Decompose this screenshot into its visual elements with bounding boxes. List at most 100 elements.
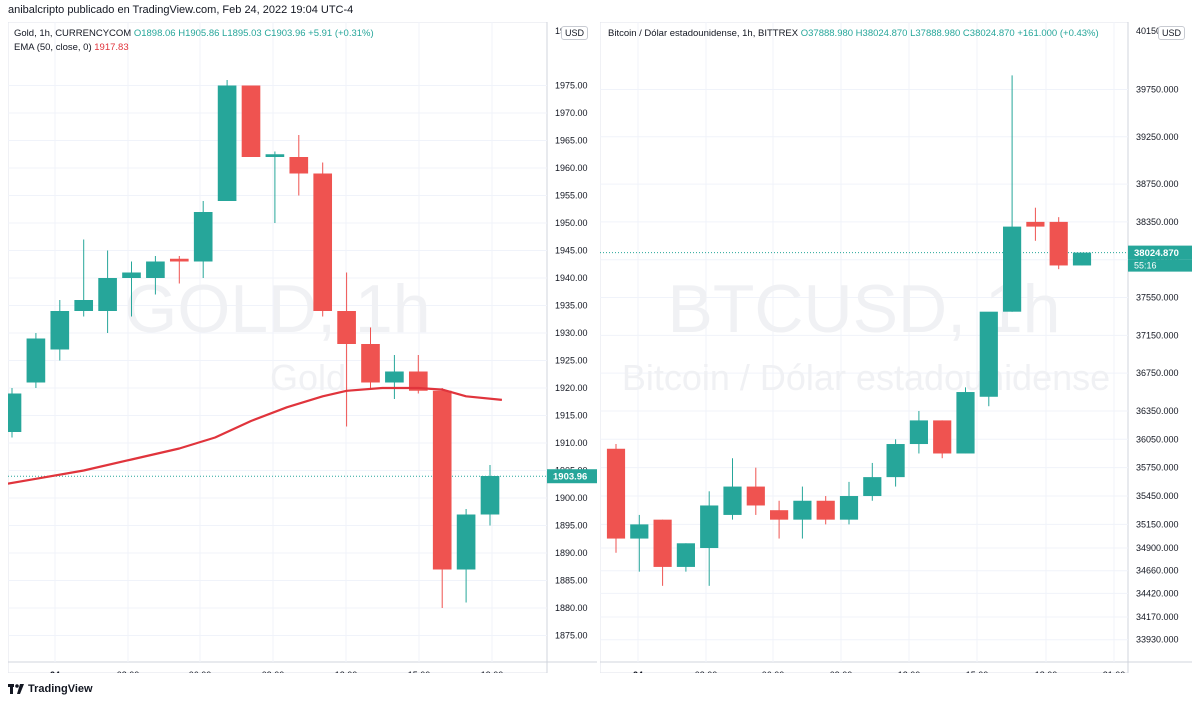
gold-y-tick-label: 1930.00 bbox=[555, 328, 588, 338]
btc-candle-body bbox=[630, 524, 649, 539]
btc-legend-ohlc: O37888.980 H38024.870 L37888.980 C38024.… bbox=[800, 28, 1099, 39]
gold-candle-body bbox=[456, 514, 476, 570]
btc-y-tick-label: 38750.000 bbox=[1136, 179, 1179, 189]
btc-last-price-badge bbox=[1128, 245, 1192, 260]
gold-y-tick-label: 1920.00 bbox=[555, 383, 588, 393]
btc-y-tick-label: 39750.000 bbox=[1136, 85, 1179, 95]
btc-y-tick-label: 34660.000 bbox=[1136, 566, 1179, 576]
gold-x-tick-label: 06:00 bbox=[189, 670, 212, 673]
btc-y-tick-label: 34170.000 bbox=[1136, 612, 1179, 622]
gold-candle-body bbox=[408, 371, 428, 391]
btc-candle-body bbox=[1072, 252, 1092, 266]
gold-watermark-name: Gold bbox=[270, 357, 346, 398]
btc-countdown-text: 55:16 bbox=[1134, 261, 1157, 271]
gold-candle-body bbox=[385, 371, 404, 383]
btc-x-tick-label: 15:00 bbox=[966, 670, 989, 673]
gold-x-tick-label: 12:00 bbox=[335, 670, 358, 673]
gold-candle-body bbox=[241, 85, 261, 157]
btc-x-tick-label: 06:00 bbox=[762, 670, 785, 673]
gold-legend-ohlc: O1898.06 H1905.86 L1895.03 C1903.96 +5.9… bbox=[133, 28, 374, 39]
btc-x-tick-label: 24 bbox=[633, 670, 643, 673]
gold-candle-body bbox=[480, 476, 500, 515]
gold-y-tick-label: 1955.00 bbox=[555, 191, 588, 201]
btc-currency-badge[interactable]: USD bbox=[1158, 26, 1186, 40]
gold-y-tick-label: 1885.00 bbox=[555, 576, 588, 586]
gold-chart-svg[interactable]: 1975.00 1970.00 1965.00 1960.00 1955.00 1950.… bbox=[8, 22, 597, 673]
btc-candle-body bbox=[700, 505, 719, 549]
gold-ema-value: 1917.83 bbox=[94, 42, 129, 53]
btc-candle-body bbox=[863, 477, 882, 497]
gold-x-tick-label: 15:00 bbox=[408, 670, 431, 673]
btc-x-tick-label: 03:00 bbox=[695, 670, 718, 673]
gold-candle-body bbox=[289, 157, 309, 174]
gold-y-tick-label: 1935.00 bbox=[555, 301, 588, 311]
gold-candle-body bbox=[193, 212, 213, 262]
gold-y-tick-label: 1965.00 bbox=[555, 136, 588, 146]
gold-candle-body bbox=[50, 311, 70, 350]
btc-candle-body bbox=[956, 392, 975, 454]
btc-x-tick-label: 21:00 bbox=[1103, 670, 1126, 673]
btc-countdown-badge bbox=[1128, 259, 1192, 272]
gold-x-tick-label: 09:00 bbox=[262, 670, 285, 673]
tradingview-wordmark: TradingView bbox=[28, 683, 93, 695]
gold-watermark-symbol: GOLD, 1h bbox=[124, 271, 430, 347]
gold-y-tick-label: 1960.00 bbox=[555, 163, 588, 173]
btc-candle-body bbox=[933, 420, 952, 454]
btc-candle-body bbox=[979, 311, 998, 397]
btc-y-top-tick: 40150.000 bbox=[1136, 26, 1179, 36]
gold-candle-body bbox=[169, 258, 189, 262]
btc-candle-body bbox=[1003, 226, 1022, 312]
gold-y-tick-label: 1895.00 bbox=[555, 521, 588, 531]
btc-y-tick-label: 35150.000 bbox=[1136, 519, 1179, 529]
gold-candle-body bbox=[313, 173, 333, 311]
btc-y-tick-label: 33930.000 bbox=[1136, 635, 1179, 645]
btc-candle-body bbox=[1026, 221, 1045, 227]
gold-y-tick-label: 1975.00 bbox=[555, 81, 588, 91]
gold-candle-body bbox=[337, 311, 356, 344]
gold-candle-body bbox=[265, 154, 285, 157]
btc-candle-body bbox=[886, 444, 905, 478]
btc-y-tick-label: 36350.000 bbox=[1136, 406, 1179, 416]
btc-candle-body bbox=[909, 420, 928, 445]
gold-ema-line bbox=[8, 386, 503, 485]
publish-header: anibalcripto publicado en TradingView.co… bbox=[8, 4, 354, 16]
gold-candle-body bbox=[361, 344, 380, 383]
btc-legend-symbol: Bitcoin / Dólar estadounidense, 1h, BITT… bbox=[608, 28, 799, 39]
gold-candle-body bbox=[122, 272, 141, 278]
btc-y-tick-label: 37550.000 bbox=[1136, 293, 1179, 303]
gold-candle-body bbox=[217, 85, 237, 201]
btc-candle-body bbox=[839, 496, 859, 520]
btc-watermark-name: Bitcoin / Dólar estadounidense bbox=[622, 357, 1110, 398]
gold-legend-symbol: Gold, 1h, CURRENCYCOM bbox=[14, 28, 132, 39]
gold-legend: Gold, 1h, CURRENCYCOM O1898.06 H1905.86 … bbox=[14, 28, 374, 39]
gold-y-tick-label: 1940.00 bbox=[555, 273, 588, 283]
btc-y-tick-label: 35750.000 bbox=[1136, 463, 1179, 473]
gold-y-tick-label: 1890.00 bbox=[555, 548, 588, 558]
gold-ema-legend: EMA (50, close, 0) 1917.83 bbox=[14, 42, 129, 53]
btc-candle-body bbox=[793, 500, 812, 520]
gold-y-tick-label: 1880.00 bbox=[555, 603, 588, 613]
gold-x-tick-label: 24 bbox=[50, 670, 60, 673]
gold-candle-body bbox=[432, 390, 452, 570]
btc-y-tick-label: 36750.000 bbox=[1136, 368, 1179, 378]
btc-x-tick-label: 09:00 bbox=[830, 670, 853, 673]
gold-currency-badge[interactable]: USD bbox=[561, 26, 589, 40]
btc-chart-svg[interactable]: 39750.00039250.00038750.00038350.0003795… bbox=[600, 22, 1192, 673]
gold-y-tick-label: 1950.00 bbox=[555, 218, 588, 228]
btc-y-tick-label: 34420.000 bbox=[1136, 588, 1179, 598]
tradingview-logo-icon bbox=[8, 684, 24, 694]
footer: TradingView bbox=[8, 683, 93, 695]
gold-last-price-text: 1903.96 bbox=[553, 472, 587, 483]
gold-y-tick-label: 1875.00 bbox=[555, 631, 588, 641]
gold-y-tick-label: 1970.00 bbox=[555, 108, 588, 118]
gold-chart-pane[interactable]: 1975.00 1970.00 1965.00 1960.00 1955.00 1950.… bbox=[8, 22, 597, 673]
btc-last-price-text: 38024.870 bbox=[1134, 248, 1179, 259]
gold-x-tick-label: 03:00 bbox=[117, 670, 140, 673]
gold-candle-body bbox=[8, 393, 22, 432]
gold-candle-body bbox=[74, 300, 94, 311]
btc-chart-pane[interactable]: 39750.00039250.00038750.00038350.0003795… bbox=[600, 22, 1192, 673]
gold-ema-label: EMA (50, close, 0) bbox=[14, 42, 92, 53]
btc-y-tick-label: 36050.000 bbox=[1136, 434, 1179, 444]
btc-candle-body bbox=[746, 486, 765, 506]
btc-candle-body bbox=[1049, 221, 1068, 266]
